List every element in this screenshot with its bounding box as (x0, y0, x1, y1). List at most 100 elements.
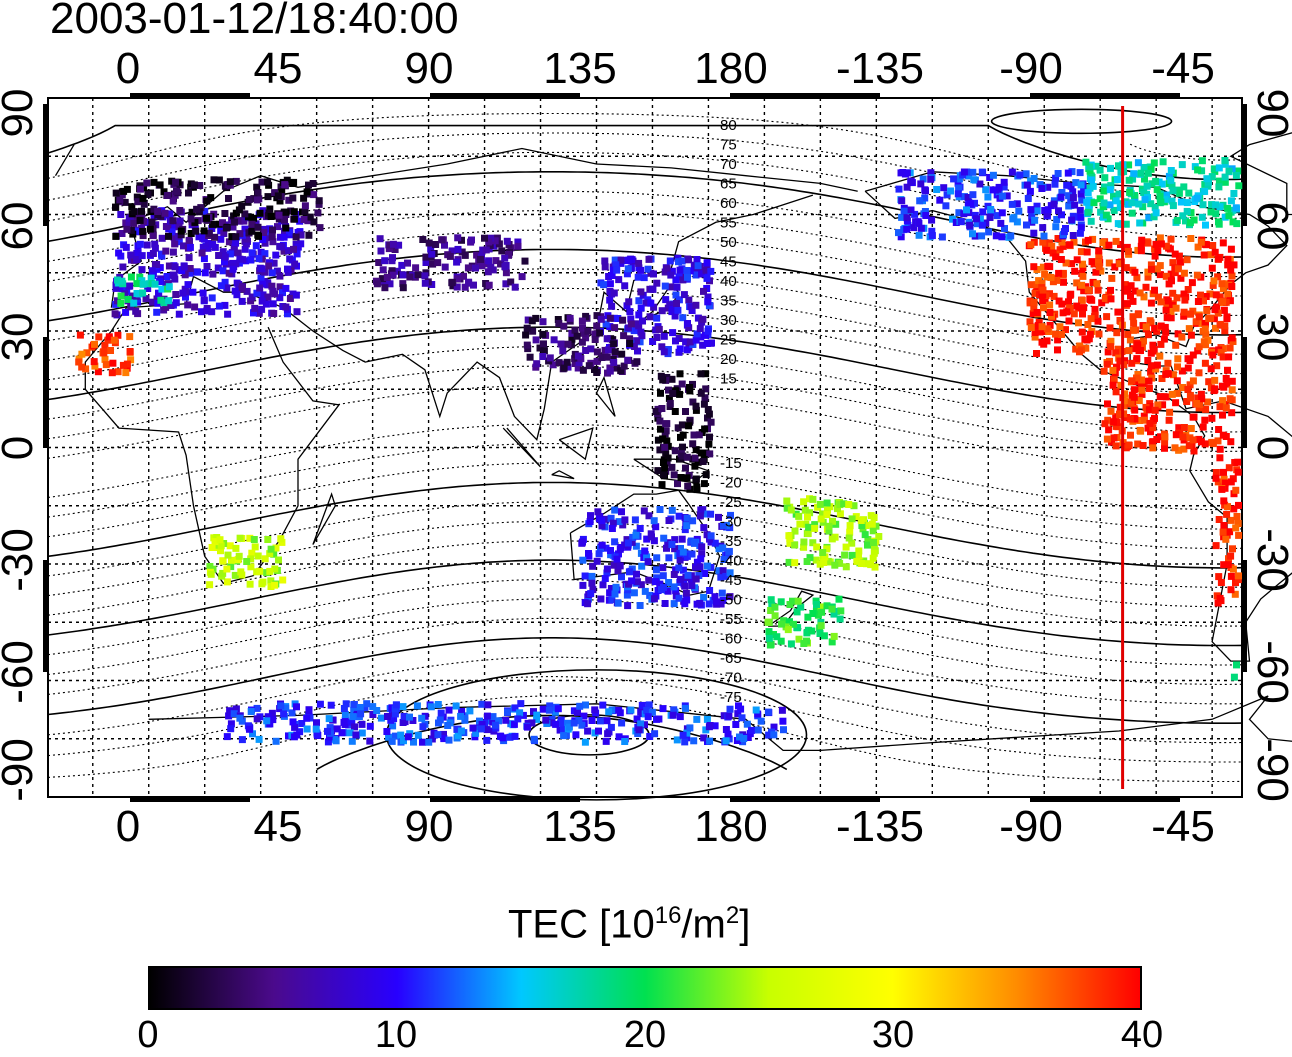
tec-cell (1232, 486, 1240, 494)
tec-cell (706, 587, 714, 594)
tec-cell (668, 375, 676, 383)
tec-cell (683, 514, 691, 522)
tec-cell (78, 363, 86, 371)
tec-cell (1221, 327, 1229, 335)
mlat-contour (47, 598, 1242, 685)
tec-cell (482, 246, 490, 254)
tec-cell (603, 335, 611, 343)
tec-cell (621, 282, 629, 290)
tec-cell (674, 306, 682, 314)
tec-cell (1079, 272, 1087, 280)
tec-cell (169, 248, 177, 256)
axis-band (43, 560, 48, 672)
tec-cell (743, 720, 751, 728)
tec-cell (1031, 289, 1039, 297)
tec-cell (638, 701, 646, 709)
bottom-lon-tick: -45 (1151, 802, 1215, 851)
tec-cell (1216, 293, 1224, 301)
tec-cell (123, 364, 131, 372)
tec-cell (1087, 315, 1095, 323)
tec-cell (521, 257, 529, 265)
tec-cell (634, 730, 642, 737)
tec-cell (1162, 328, 1170, 336)
tec-cell (1225, 167, 1233, 175)
tec-cell (1150, 213, 1158, 221)
tec-cell (667, 271, 675, 279)
tec-cell (702, 385, 710, 393)
tec-cell (1186, 381, 1194, 389)
tec-cell (633, 320, 641, 328)
tec-cell (917, 180, 925, 188)
tec-cell (1108, 274, 1116, 282)
mlat-label: -25 (720, 494, 742, 511)
tec-cell (1221, 479, 1229, 487)
tec-cell (257, 274, 265, 282)
tec-cell (144, 285, 152, 292)
tec-cell (215, 176, 223, 184)
mlat-label: 45 (720, 254, 737, 271)
tec-cell (664, 587, 672, 595)
tec-cell (478, 721, 486, 728)
tec-cell (570, 719, 578, 727)
mlat-contour (47, 637, 1243, 724)
tec-cell (253, 704, 261, 712)
tec-cell (1136, 417, 1144, 424)
mlat-contour (47, 151, 1243, 239)
tec-cell (136, 185, 144, 193)
colorbar-title-unit: /m (681, 902, 726, 947)
tec-cell (685, 256, 693, 264)
tec-cell (672, 587, 680, 595)
tec-cell (1220, 383, 1228, 391)
tec-cell (1179, 433, 1187, 441)
tec-cell (1106, 201, 1114, 209)
tec-cell (679, 548, 687, 556)
tec-cell (238, 285, 246, 293)
tec-cell (1163, 314, 1171, 322)
tec-cell (593, 348, 601, 356)
tec-cell (658, 307, 666, 315)
mlat-label: -60 (720, 631, 742, 648)
tec-cell (1104, 348, 1112, 356)
tec-cell (724, 730, 732, 738)
tec-cell (294, 243, 302, 251)
tec-cell (348, 718, 356, 726)
tec-cell (560, 322, 568, 330)
tec-cell (613, 555, 621, 563)
tec-cell (1043, 337, 1051, 345)
tec-cell (1224, 255, 1232, 263)
tec-cell (457, 727, 465, 735)
tec-cell (998, 209, 1006, 217)
tec-cell (1199, 201, 1207, 209)
tec-cell (636, 525, 644, 532)
tec-cell (1073, 279, 1081, 287)
tec-cell (1207, 314, 1215, 322)
tec-cell (816, 630, 824, 637)
tec-cell (830, 610, 838, 618)
tec-cell (575, 717, 583, 724)
tec-cell (817, 603, 825, 611)
tec-cell (1076, 206, 1084, 214)
tec-cell (870, 539, 877, 546)
tec-cell (702, 266, 710, 274)
tec-cell (1039, 297, 1047, 305)
tec-cell (201, 207, 209, 215)
tec-cell (624, 539, 632, 547)
tec-cell (197, 204, 205, 212)
tec-cell (676, 266, 684, 274)
tec-cell (830, 632, 838, 640)
tec-cell (659, 705, 667, 713)
tec-cell (327, 701, 335, 709)
tec-cell (175, 223, 183, 231)
tec-cell (691, 539, 698, 547)
tec-cell (1113, 419, 1121, 426)
tec-cell (243, 235, 251, 243)
axis-band (1242, 104, 1247, 226)
mlat-label: -45 (720, 572, 742, 589)
tec-cell (130, 299, 138, 307)
tec-cell (1180, 312, 1188, 320)
tec-cell (1228, 386, 1236, 394)
colorbar-title-exponent: 16 (654, 902, 682, 929)
tec-cell (1048, 242, 1056, 250)
tec-cell (1044, 262, 1052, 270)
left-lat-tick: -30 (0, 528, 42, 592)
